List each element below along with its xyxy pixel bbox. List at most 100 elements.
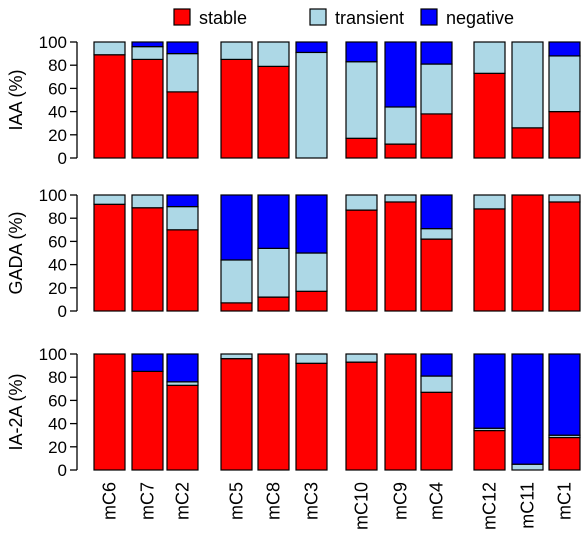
bar-mC7-transient xyxy=(131,194,164,209)
x-tick-label: mC11 xyxy=(518,482,538,529)
bar-mC3-negative xyxy=(295,41,328,54)
y-tick-label: 0 xyxy=(58,149,67,168)
bar-mC7-negative xyxy=(131,353,164,372)
bar-mC2-negative xyxy=(166,353,199,383)
y-tick-label: 20 xyxy=(48,279,67,298)
bar-mC4-stable xyxy=(420,391,453,471)
x-tick-label: mC9 xyxy=(391,482,411,520)
bar-mC3-transient xyxy=(295,252,328,292)
y-tick-label: 0 xyxy=(58,461,67,480)
bar-mC4-stable xyxy=(420,238,453,312)
bar-mC11-stable xyxy=(511,194,544,312)
panel-3: 0 20 40 60 80 100 IA-2A (%) xyxy=(6,345,581,480)
bar-mC12-stable xyxy=(473,72,506,159)
bar-mC5-stable xyxy=(220,302,253,312)
bar-mC10-transient xyxy=(345,61,378,139)
bar-mC4-transient xyxy=(420,228,453,240)
bar-mC6-transient xyxy=(93,41,126,56)
bar-mC10-stable xyxy=(345,209,378,312)
y-tick-label: 20 xyxy=(48,126,67,145)
x-tick-label: mC8 xyxy=(264,482,284,520)
bar-mC7-stable xyxy=(131,207,164,312)
bar-mC2-negative xyxy=(166,41,199,55)
x-tick-label: mC3 xyxy=(302,482,322,520)
bar-mC4-transient xyxy=(420,63,453,115)
bar-mC4-stable xyxy=(420,113,453,159)
bar-mC10-stable xyxy=(345,137,378,159)
x-tick-label: mC1 xyxy=(555,482,575,520)
bar-mC5-negative xyxy=(220,194,253,261)
legend-label-transient: transient xyxy=(335,8,404,28)
y-tick-label: 20 xyxy=(48,438,67,457)
bar-mC3-negative xyxy=(295,194,328,254)
bar-mC5-stable xyxy=(220,358,253,471)
bar-mC9-transient xyxy=(384,106,417,145)
y-tick-label: 80 xyxy=(48,209,67,228)
legend-label-stable: stable xyxy=(199,8,247,28)
bar-mC7-transient xyxy=(131,46,164,60)
bar-mC1-transient xyxy=(548,55,581,113)
bar-mC11-transient xyxy=(511,463,544,471)
bar-mC8-transient xyxy=(257,41,290,67)
x-tick-label: mC5 xyxy=(227,482,247,520)
x-tick-label: mC4 xyxy=(427,482,447,520)
y-tick-label: 0 xyxy=(58,302,67,321)
bar-mC11-transient xyxy=(511,41,544,129)
bar-mC7-negative xyxy=(131,41,164,48)
bar-mC9-stable xyxy=(384,201,417,312)
legend-label-negative: negative xyxy=(446,8,514,28)
bar-mC1-negative xyxy=(548,41,581,57)
legend-swatch-stable xyxy=(173,8,191,26)
y-tick-label: 60 xyxy=(48,232,67,251)
bar-mC1-stable xyxy=(548,436,581,471)
bar-mC2-transient xyxy=(166,52,199,93)
bar-mC2-stable xyxy=(166,91,199,159)
bar-mC6-stable xyxy=(93,203,126,312)
bar-mC12-negative xyxy=(473,353,506,429)
bar-mC9-stable xyxy=(384,143,417,159)
bar-mC5-transient xyxy=(220,41,253,60)
bar-mC9-stable xyxy=(384,353,417,471)
bar-mC2-transient xyxy=(166,206,199,231)
y-tick-label: 60 xyxy=(48,79,67,98)
bar-mC3-stable xyxy=(295,290,328,312)
y-tick-label: 100 xyxy=(39,33,67,52)
y-tick-label: 100 xyxy=(39,345,67,364)
bar-mC8-stable xyxy=(257,296,290,312)
bar-mC2-stable xyxy=(166,384,199,471)
y-tick-label: 40 xyxy=(48,103,67,122)
y-tick-label: 100 xyxy=(39,186,67,205)
bar-mC8-stable xyxy=(257,353,290,471)
panel-2: 0 20 40 60 80 100 GADA (%) xyxy=(6,186,581,321)
bar-mC4-negative xyxy=(420,353,453,377)
bar-mC8-stable xyxy=(257,65,290,159)
y-tick-label: 60 xyxy=(48,391,67,410)
y-tick-label: 40 xyxy=(48,415,67,434)
bar-mC2-negative xyxy=(166,194,199,208)
bar-mC1-negative xyxy=(548,353,581,436)
bar-mC10-transient xyxy=(345,353,378,363)
bar-mC3-stable xyxy=(295,362,328,471)
bar-mC4-negative xyxy=(420,194,453,230)
x-axis-labels: mC6 mC7 mC2 mC5 mC8 mC3 mC10 mC9 mC4 mC12 mC11 mC1 xyxy=(100,482,575,530)
bar-mC8-negative xyxy=(257,194,290,249)
x-tick-label: mC6 xyxy=(100,482,120,520)
bar-mC3-transient xyxy=(295,353,328,364)
y-axis-label: IA-2A (%) xyxy=(6,373,26,450)
bar-mC1-transient xyxy=(548,194,581,203)
bar-mC8-transient xyxy=(257,247,290,298)
legend-swatch-transient xyxy=(309,8,327,26)
bar-mC10-negative xyxy=(345,41,378,63)
bar-mC12-transient xyxy=(473,194,506,210)
bar-mC4-negative xyxy=(420,41,453,65)
bar-mC3-transient xyxy=(295,51,328,159)
bar-mC10-stable xyxy=(345,361,378,471)
bar-mC11-negative xyxy=(511,353,544,465)
bar-mC5-stable xyxy=(220,58,253,159)
bar-mC6-stable xyxy=(93,54,126,159)
bar-mC12-transient xyxy=(473,41,506,74)
bar-mC12-stable xyxy=(473,429,506,471)
bar-mC5-transient xyxy=(220,353,253,360)
x-tick-label: mC7 xyxy=(138,482,158,520)
